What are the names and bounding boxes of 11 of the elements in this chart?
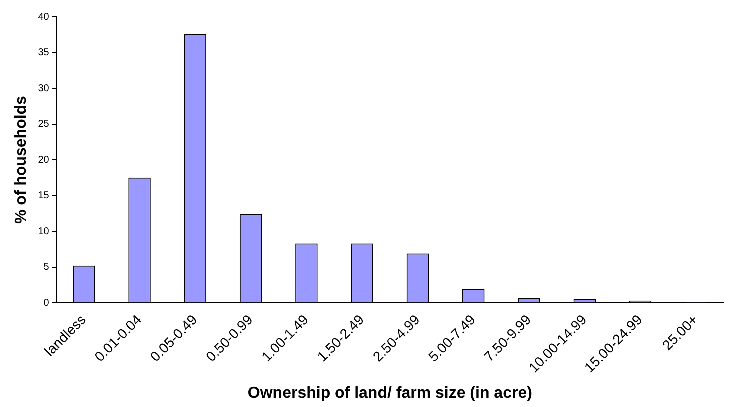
y-tick-label: 10 (38, 226, 50, 238)
y-tick-label: 20 (38, 154, 50, 166)
y-tick-label: 25 (38, 119, 50, 130)
y-tick-label: 40 (38, 12, 50, 23)
y-tick-label: 30 (38, 83, 50, 94)
y-tick-label: 15 (38, 190, 50, 202)
y-tick-label: 35 (38, 48, 50, 59)
y-axis-title: % of households (13, 96, 30, 224)
y-tick-label: 5 (44, 262, 50, 274)
y-tick-label: 0 (44, 298, 50, 309)
x-axis-title: Ownership of land/ farm size (in acre) (248, 384, 532, 402)
